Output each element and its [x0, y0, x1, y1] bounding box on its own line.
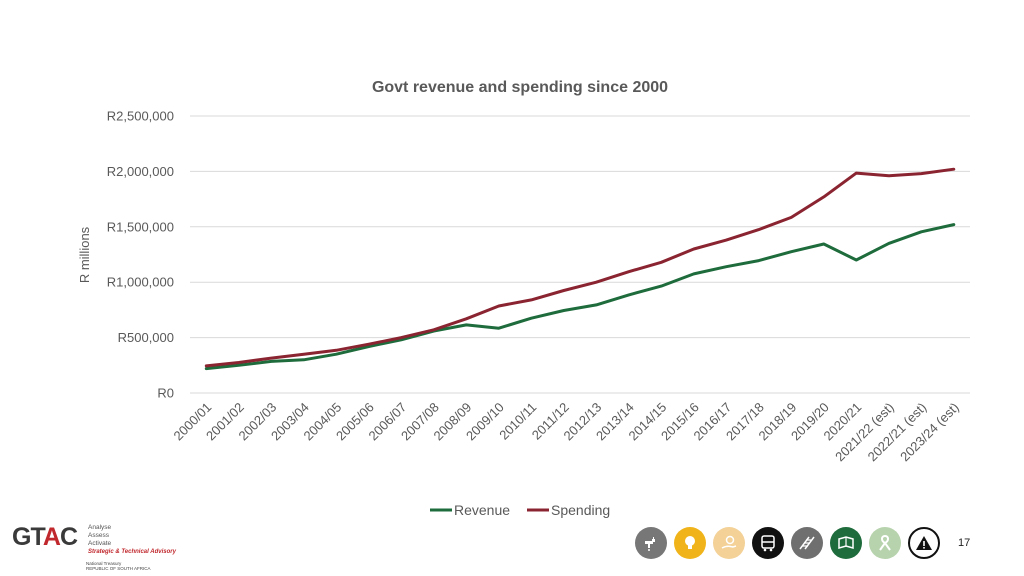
y-tick-label: R2,000,000	[107, 164, 174, 179]
x-tick-labels: 2000/012001/022002/032003/042004/052005/…	[171, 400, 962, 465]
light-bulb-icon	[674, 527, 706, 559]
footer-icon-strip	[635, 527, 940, 559]
water-tap-icon	[635, 527, 667, 559]
warning-sign-icon	[908, 527, 940, 559]
logo-subtext: National Treasury REPUBLIC OF SOUTH AFRI…	[86, 561, 151, 571]
y-tick-label: R0	[157, 386, 174, 401]
y-axis-label: R millions	[77, 226, 92, 283]
chart-title: Govt revenue and spending since 2000	[372, 79, 668, 96]
book-icon	[830, 527, 862, 559]
bus-icon	[752, 527, 784, 559]
series-line-spending	[204, 167, 956, 368]
y-tick-label: R1,500,000	[107, 219, 174, 234]
grid-lines	[190, 115, 970, 394]
railway-icon	[791, 527, 823, 559]
logo-mark: GTAC	[12, 523, 78, 551]
legend-label-revenue: Revenue	[454, 502, 510, 518]
y-tick-label: R2,500,000	[107, 109, 174, 124]
y-tick-label: R1,000,000	[107, 275, 174, 290]
awareness-ribbon-icon	[869, 527, 901, 559]
page-number: 17	[958, 537, 971, 549]
logo-tagline: Strategic & Technical Advisory	[88, 549, 176, 555]
y-tick-labels: R0 R500,000 R1,000,000 R1,500,000 R2,000,000…	[107, 109, 174, 401]
hand-coins-icon	[713, 527, 745, 559]
series-lines	[204, 167, 956, 371]
logo-words: Analyse Assess Activate	[88, 524, 112, 547]
legend: Revenue Spending	[430, 502, 610, 518]
legend-label-spending: Spending	[551, 502, 610, 518]
gtac-logo: GTAC Analyse Assess Activate Strategic &…	[10, 521, 176, 573]
y-tick-label: R500,000	[118, 330, 174, 345]
series-line-revenue	[204, 223, 956, 371]
